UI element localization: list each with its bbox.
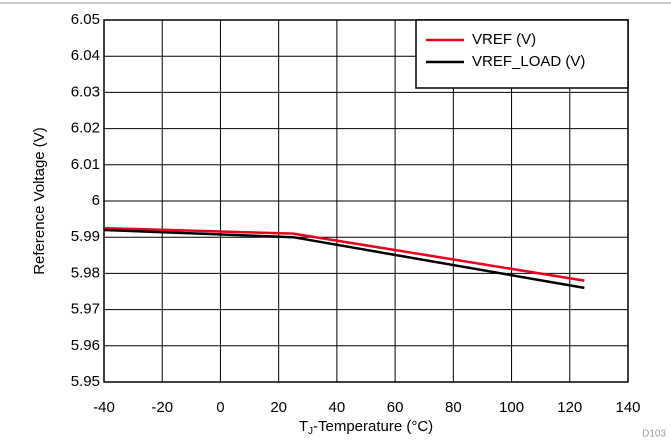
y-axis-label: Reference Voltage (V) <box>31 127 48 275</box>
x-tick-label: -40 <box>93 399 115 416</box>
y-tick-label: 6.02 <box>71 120 100 137</box>
figure-note: D103 <box>642 429 666 440</box>
y-tick-label: 6.05 <box>71 11 100 28</box>
x-tick-label: 40 <box>329 399 346 416</box>
y-tick-label: 5.99 <box>71 228 100 245</box>
y-tick-label: 6 <box>92 192 100 209</box>
x-tick-label: -20 <box>151 399 173 416</box>
x-tick-label: 20 <box>270 399 287 416</box>
x-tick-label: 60 <box>387 399 404 416</box>
x-label-subscript: J <box>308 426 313 437</box>
y-tick-label: 5.97 <box>71 301 100 318</box>
plot-frame <box>103 19 629 383</box>
x-tick-label: 120 <box>557 399 582 416</box>
x-tick-label: 0 <box>216 399 224 416</box>
x-axis-label: TJ-Temperature (°C) <box>299 418 433 437</box>
y-tick-label: 5.98 <box>71 264 100 281</box>
x-label-text: -Temperature (°C) <box>313 418 433 435</box>
legend-label: VREF_LOAD (V) <box>472 53 585 70</box>
x-tick-label: 80 <box>445 399 462 416</box>
series-line <box>103 226 585 282</box>
y-tick-label: 6.03 <box>71 83 100 100</box>
x-label-symbol: T <box>299 418 308 435</box>
series-line <box>103 228 585 290</box>
x-tick-label: 140 <box>615 399 640 416</box>
y-tick-label: 5.96 <box>71 337 100 354</box>
y-tick-label: 6.01 <box>71 156 100 173</box>
legend-box <box>415 19 629 89</box>
y-tick-label: 6.04 <box>71 47 100 64</box>
y-tick-label: 5.95 <box>71 373 100 390</box>
legend-label: VREF (V) <box>472 31 536 48</box>
x-tick-label: 100 <box>499 399 524 416</box>
